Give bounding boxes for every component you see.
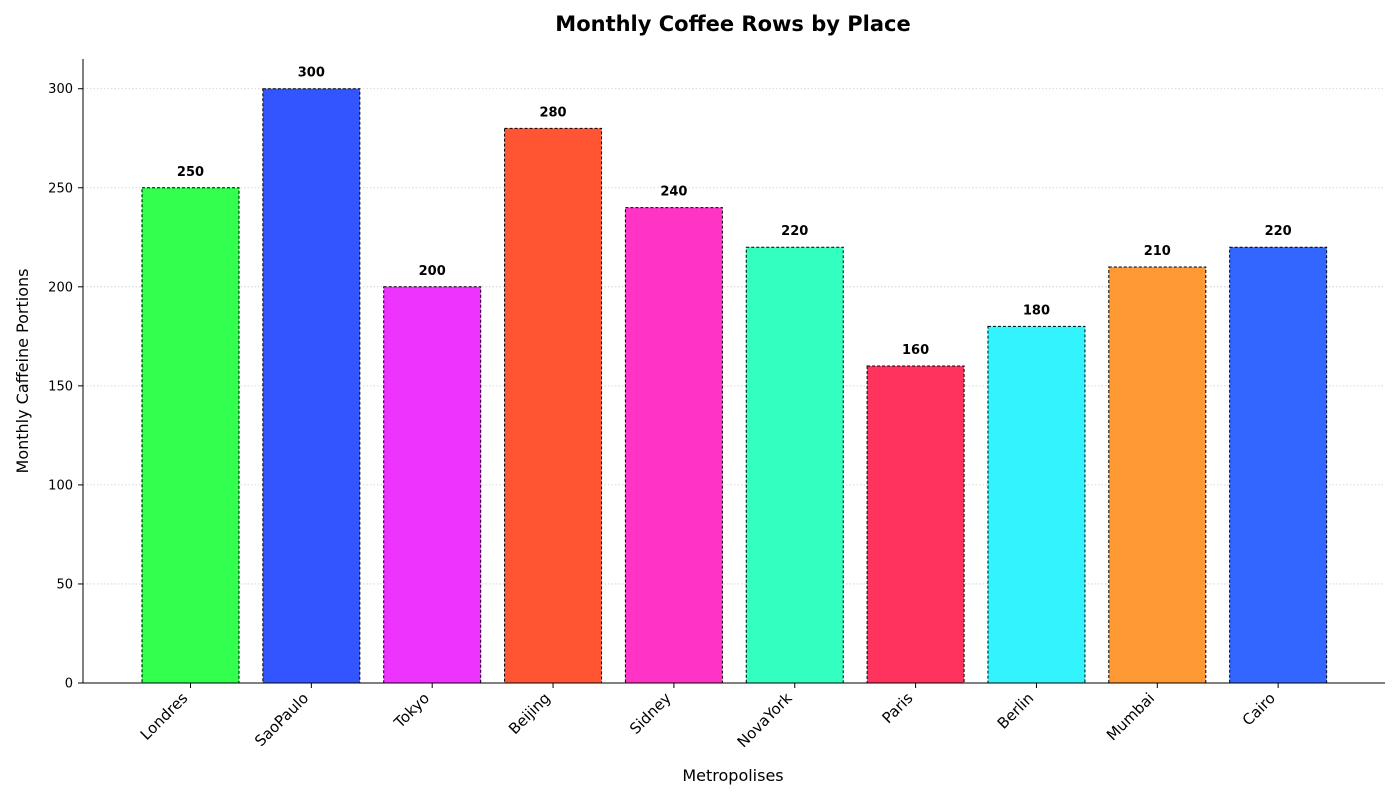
y-tick-label: 150: [48, 379, 73, 394]
x-tick-label-sidney: Sidney: [626, 689, 675, 738]
data-label-londres: 250: [177, 165, 204, 180]
data-label-sidney: 240: [660, 185, 687, 200]
bar-berlin: [987, 325, 1086, 684]
x-tick-label-novayork: NovaYork: [734, 689, 796, 751]
bars-layer: [141, 88, 1328, 684]
y-tick-label: 100: [48, 478, 73, 493]
data-label-saopaulo: 300: [298, 66, 325, 81]
chart-title: Monthly Coffee Rows by Place: [555, 12, 910, 36]
x-tick-label-berlin: Berlin: [994, 689, 1038, 733]
bar-tokyo: [383, 286, 482, 684]
x-tick-label-paris: Paris: [878, 689, 916, 727]
data-label-mumbai: 210: [1144, 244, 1171, 259]
x-tick-label-tokyo: Tokyo: [390, 689, 433, 732]
y-tick-label: 50: [56, 577, 73, 592]
bar-novayork: [745, 246, 844, 684]
x-tick-label-saopaulo: SaoPaulo: [251, 689, 312, 750]
bar-sidney: [624, 207, 723, 684]
data-label-paris: 160: [902, 343, 929, 358]
y-axis-label: Monthly Caffeine Portions: [13, 269, 32, 474]
y-tick-label: 250: [48, 181, 73, 196]
data-labels-layer: 250 300 200 280 240 220 160 180 210 220: [177, 66, 1292, 358]
bar-beijing: [504, 127, 603, 684]
data-label-novayork: 220: [781, 224, 808, 239]
bar-paris: [866, 365, 965, 684]
y-tick-label: 300: [48, 82, 73, 97]
bar-mumbai: [1108, 266, 1207, 684]
x-axis-label: Metropolises: [682, 766, 783, 785]
x-tick-label-beijing: Beijing: [505, 689, 554, 738]
x-tick-label-cairo: Cairo: [1239, 689, 1279, 729]
data-label-berlin: 180: [1023, 303, 1050, 318]
x-tick-label-londres: Londres: [137, 689, 192, 744]
data-label-tokyo: 200: [419, 264, 446, 279]
bar-londres: [141, 187, 240, 684]
data-label-cairo: 220: [1265, 224, 1292, 239]
data-label-beijing: 280: [539, 105, 566, 120]
bar-cairo: [1229, 246, 1328, 684]
x-tick-label-mumbai: Mumbai: [1103, 689, 1158, 744]
y-tick-label: 0: [65, 677, 73, 692]
bar-saopaulo: [262, 88, 361, 684]
y-tick-label: 200: [48, 280, 73, 295]
